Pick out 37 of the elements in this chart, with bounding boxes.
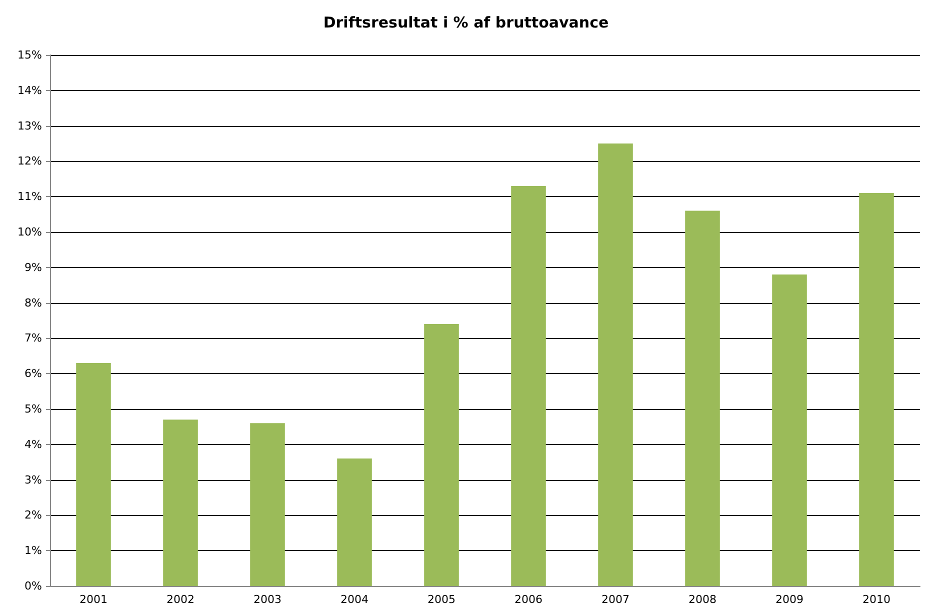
bar — [76, 362, 111, 586]
x-tick-label: 2005 — [428, 593, 456, 606]
bar — [859, 193, 894, 586]
y-tick-label: 14% — [18, 84, 42, 97]
x-tick-label: 2007 — [602, 593, 630, 606]
x-tick-label: 2010 — [862, 593, 890, 606]
chart-title: Driftsresultat i % af bruttoavance — [323, 14, 609, 32]
x-tick-label: 2004 — [340, 593, 368, 606]
x-tick-label: 2001 — [80, 593, 108, 606]
bar — [685, 210, 720, 586]
x-tick-label: 2008 — [688, 593, 716, 606]
y-tick-label: 11% — [18, 190, 42, 204]
bar — [598, 144, 633, 586]
y-tick-label: 15% — [18, 48, 42, 62]
y-tick-label: 6% — [24, 367, 42, 380]
y-tick-label: 8% — [24, 296, 42, 310]
y-tick-label: 4% — [24, 438, 42, 451]
bar — [424, 324, 459, 586]
x-tick-label: 2002 — [166, 593, 194, 606]
x-tick-label: 2003 — [254, 593, 282, 606]
bar — [337, 458, 372, 586]
y-tick-label: 5% — [24, 402, 42, 416]
y-tick-label: 12% — [18, 154, 42, 168]
y-tick-label: 3% — [24, 473, 42, 486]
x-tick-label: 2006 — [514, 593, 542, 606]
y-tick-label: 0% — [24, 580, 42, 592]
y-tick-label: 10% — [18, 226, 42, 238]
y-tick-label: 9% — [24, 260, 42, 274]
y-tick-label: 2% — [24, 508, 42, 522]
bar — [511, 186, 546, 586]
y-tick-label: 13% — [18, 119, 42, 132]
bar — [163, 420, 198, 586]
x-tick-label: 2009 — [776, 593, 804, 606]
bar — [772, 274, 807, 586]
y-tick-label: 7% — [24, 332, 42, 345]
bar — [250, 423, 285, 586]
y-tick-label: 1% — [24, 544, 42, 558]
